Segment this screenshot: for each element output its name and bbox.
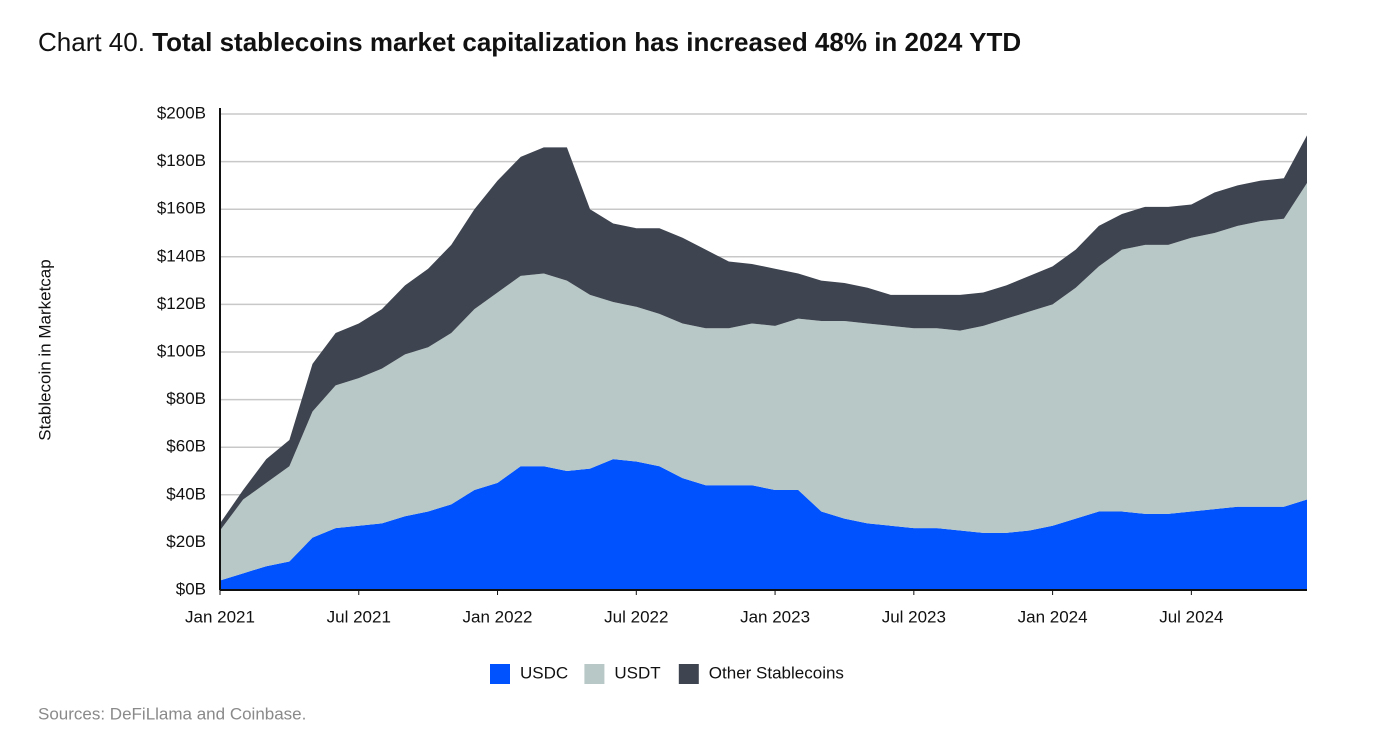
areas — [220, 135, 1307, 590]
legend-label: Other Stablecoins — [709, 663, 844, 682]
legend-swatch — [490, 664, 510, 684]
x-tick-label: Jan 2022 — [463, 607, 533, 626]
y-tick-label: $180B — [157, 151, 206, 170]
axes: $0B $20B $40B $60B $80B $100B $120B $140B $160B $… — [157, 103, 1307, 626]
y-tick-label: $40B — [166, 484, 206, 503]
y-tick-label: $60B — [166, 437, 206, 456]
y-tick-label: $0B — [176, 579, 206, 598]
y-tick-label: $200B — [157, 103, 206, 122]
x-tick-label: Jul 2024 — [1159, 607, 1223, 626]
y-tick-label: $140B — [157, 246, 206, 265]
x-tick-label: Jan 2024 — [1018, 607, 1088, 626]
y-tick-label: $80B — [166, 389, 206, 408]
area — [220, 183, 1307, 581]
y-tick-label: $20B — [166, 532, 206, 551]
source-note: Sources: DeFiLlama and Coinbase. — [38, 704, 306, 723]
legend-label: USDT — [614, 663, 660, 682]
chart-title: Chart 40. Total stablecoins market capit… — [38, 27, 1021, 57]
area — [220, 135, 1307, 531]
title-main: Total stablecoins market capitalization … — [152, 27, 1021, 57]
x-tick-label: Jul 2021 — [327, 607, 391, 626]
area — [220, 459, 1307, 590]
x-tick-label: Jul 2023 — [882, 607, 946, 626]
x-tick-label: Jul 2022 — [604, 607, 668, 626]
legend-label: USDC — [520, 663, 568, 682]
y-tick-label: $160B — [157, 199, 206, 218]
y-axis-label: Stablecoin in Marketcap — [35, 259, 54, 440]
x-tick-label: Jan 2023 — [740, 607, 810, 626]
legend: USDC USDT Other Stablecoins — [490, 663, 844, 684]
legend-swatch — [584, 664, 605, 684]
legend-swatch — [678, 664, 699, 684]
y-tick-label: $100B — [157, 341, 206, 360]
title-prefix: Chart 40. — [38, 27, 145, 57]
x-tick-label: Jan 2021 — [185, 607, 255, 626]
y-tick-label: $120B — [157, 294, 206, 313]
